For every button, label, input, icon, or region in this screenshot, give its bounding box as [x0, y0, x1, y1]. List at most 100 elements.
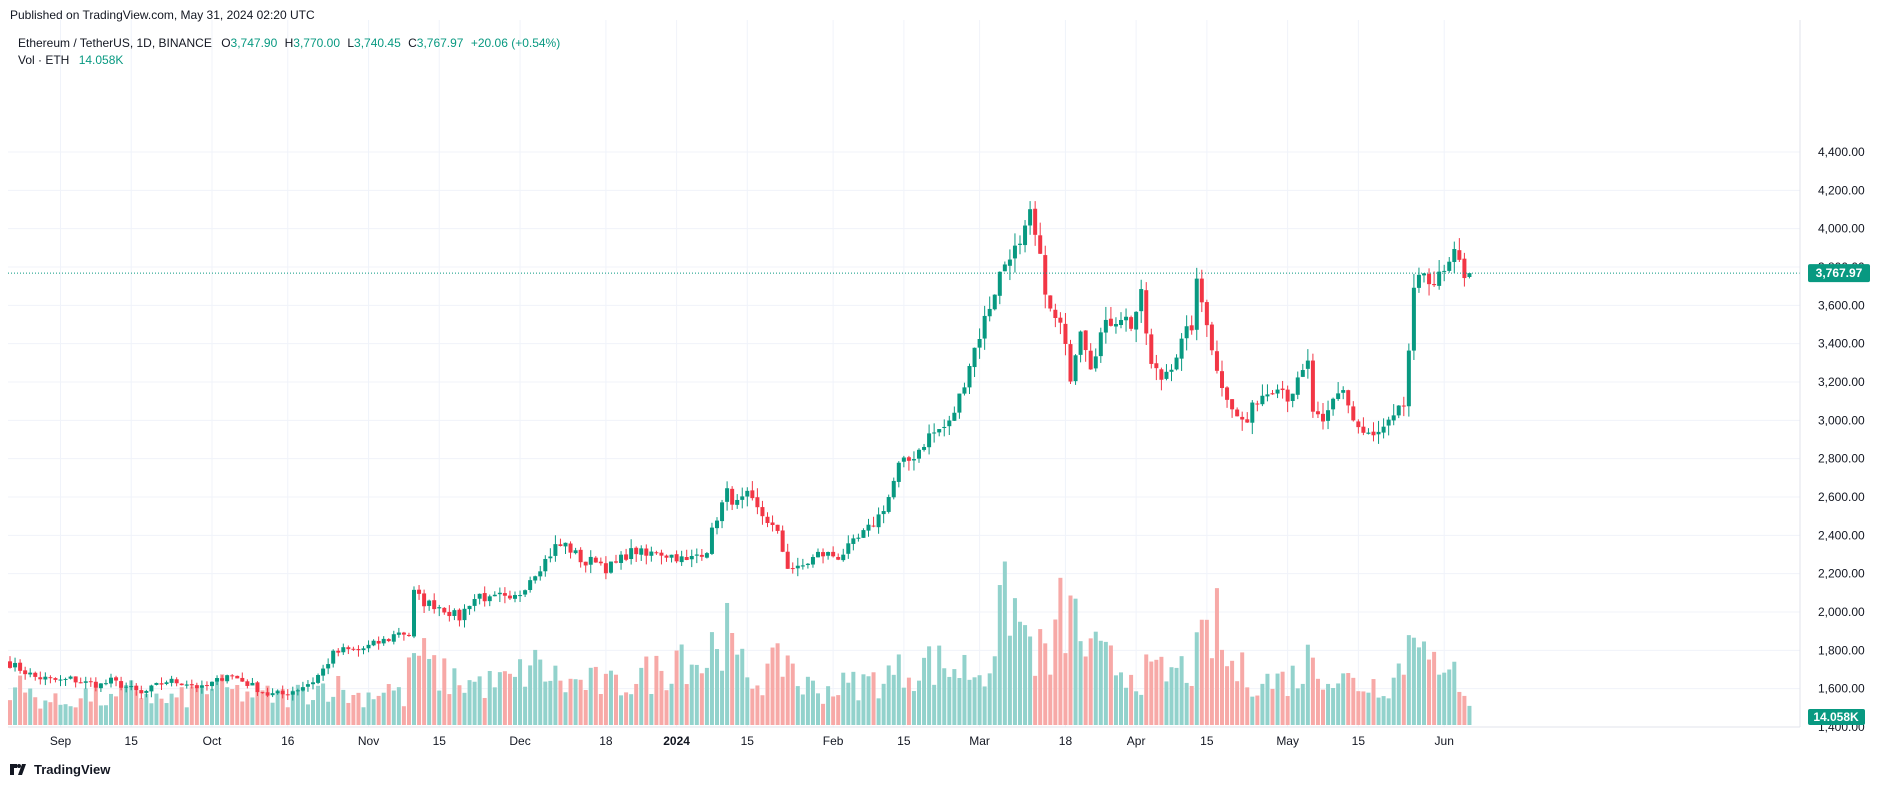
candle-body [972, 347, 977, 368]
candle-body [326, 664, 331, 669]
volume-bar [942, 668, 947, 725]
chart-grid [8, 20, 1800, 728]
volume-bar [1058, 577, 1063, 725]
volume-bar [1129, 674, 1134, 725]
volume-bar [1315, 678, 1320, 725]
volume-bar [674, 650, 679, 725]
volume-bar [1225, 666, 1230, 725]
candle-body [396, 632, 401, 635]
volume-bar [735, 654, 740, 725]
candle-body [1204, 302, 1209, 326]
volume-bar [1285, 696, 1290, 725]
candle-body [88, 681, 93, 683]
volume-bar [139, 698, 144, 725]
time-tick-label: 15 [897, 734, 911, 748]
volume-bar [1336, 683, 1341, 725]
volume-bar [432, 655, 437, 725]
symbol-legend[interactable]: Ethereum / TetherUS, 1D, BINANCE O3,747.… [18, 35, 560, 69]
volume-bar [164, 703, 169, 725]
candle-body [1376, 431, 1381, 435]
candle-body [553, 544, 558, 556]
volume-bar [1300, 683, 1305, 725]
volume-bar [1007, 635, 1012, 725]
candle-body [1437, 271, 1442, 286]
tradingview-logo[interactable]: TradingView [10, 762, 110, 777]
candle-body [23, 670, 28, 675]
candle-body [881, 511, 886, 515]
candle-body [210, 681, 214, 687]
candle-body [492, 594, 497, 597]
candle-body [462, 608, 467, 621]
volume-bar [649, 693, 654, 725]
candle-body [240, 677, 245, 682]
volume-bar [1078, 641, 1083, 725]
volume-bar [1270, 688, 1275, 725]
volume-bar [38, 708, 43, 725]
candle-body [1260, 395, 1265, 405]
volume-bar [1432, 651, 1437, 725]
volume-bar [755, 685, 760, 725]
candle-body [1442, 270, 1447, 272]
volume-bar [1401, 674, 1406, 725]
candle-body [351, 648, 356, 650]
axis-tags: 3,767.97 14.058K [1808, 264, 1870, 725]
volume-bar [1411, 637, 1416, 725]
candle-body [957, 393, 962, 413]
volume-bar [235, 684, 240, 725]
volume-bar [982, 686, 987, 725]
volume-bar [1255, 695, 1260, 725]
high-value: 3,770.00 [293, 36, 340, 50]
candle-body [528, 580, 533, 590]
candle-body [1240, 416, 1245, 420]
volume-bar [669, 683, 674, 725]
candle-body [457, 609, 462, 621]
volume-bar [553, 665, 558, 725]
candle-body [1033, 208, 1038, 235]
time-tick-label: Sep [50, 734, 72, 748]
candle-body [477, 593, 482, 599]
volume-bar [593, 666, 598, 725]
volume-bar [220, 674, 225, 725]
candle-body [1154, 363, 1159, 369]
candle-body [376, 640, 381, 644]
candle-body [649, 551, 654, 556]
candle-body [810, 557, 815, 565]
volume-bar [1088, 638, 1093, 725]
volume-bar [321, 683, 326, 725]
price-tick-label: 2,200.00 [1818, 567, 1865, 581]
time-tick-label: Mar [969, 734, 990, 748]
time-tick-label: 15 [741, 734, 755, 748]
candle-body [290, 691, 295, 695]
candle-body [1245, 419, 1250, 423]
candle-body [114, 677, 119, 681]
candle-body [391, 634, 396, 642]
open-value: 3,747.90 [230, 36, 278, 50]
volume-bar [1033, 675, 1038, 725]
volume-bar [119, 685, 124, 725]
candle-body [1326, 410, 1331, 421]
candle-body [98, 683, 103, 689]
volume-bar [1159, 656, 1164, 725]
candle-body [871, 525, 876, 527]
candle-body [230, 675, 235, 677]
candle-body [674, 554, 679, 562]
candle-body [1098, 332, 1103, 357]
price-tick-label: 2,000.00 [1818, 605, 1865, 619]
volume-bar [826, 686, 831, 725]
volume-bar [932, 684, 937, 725]
volume-bar [1260, 683, 1265, 725]
candle-body [659, 552, 664, 556]
volume-bar [1427, 659, 1432, 725]
volume-bar [861, 674, 866, 725]
volume-bar [922, 657, 927, 725]
volume-bar [588, 667, 593, 725]
candle-body [43, 676, 48, 680]
volume-bar [361, 707, 366, 725]
candle-body [704, 553, 709, 558]
volume-bar [270, 702, 275, 725]
candle-body [664, 555, 669, 558]
candle-body [1295, 377, 1300, 395]
price-tick-label: 2,600.00 [1818, 490, 1865, 504]
open-label: O [221, 36, 231, 50]
